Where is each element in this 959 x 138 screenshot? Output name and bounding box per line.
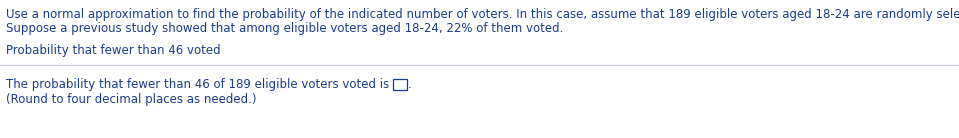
Text: (Round to four decimal places as needed.): (Round to four decimal places as needed.…	[6, 93, 256, 106]
Bar	[393, 79, 407, 90]
Text: Suppose a previous study showed that among eligible voters aged 18-24, 22% of th: Suppose a previous study showed that amo…	[6, 22, 563, 35]
Text: The probability that fewer than 46 of 189 eligible voters voted is: The probability that fewer than 46 of 18…	[6, 78, 393, 91]
Text: .: .	[408, 78, 411, 91]
Text: Probability that fewer than 46 voted: Probability that fewer than 46 voted	[6, 44, 221, 57]
Text: Use a normal approximation to find the probability of the indicated number of vo: Use a normal approximation to find the p…	[6, 8, 959, 21]
